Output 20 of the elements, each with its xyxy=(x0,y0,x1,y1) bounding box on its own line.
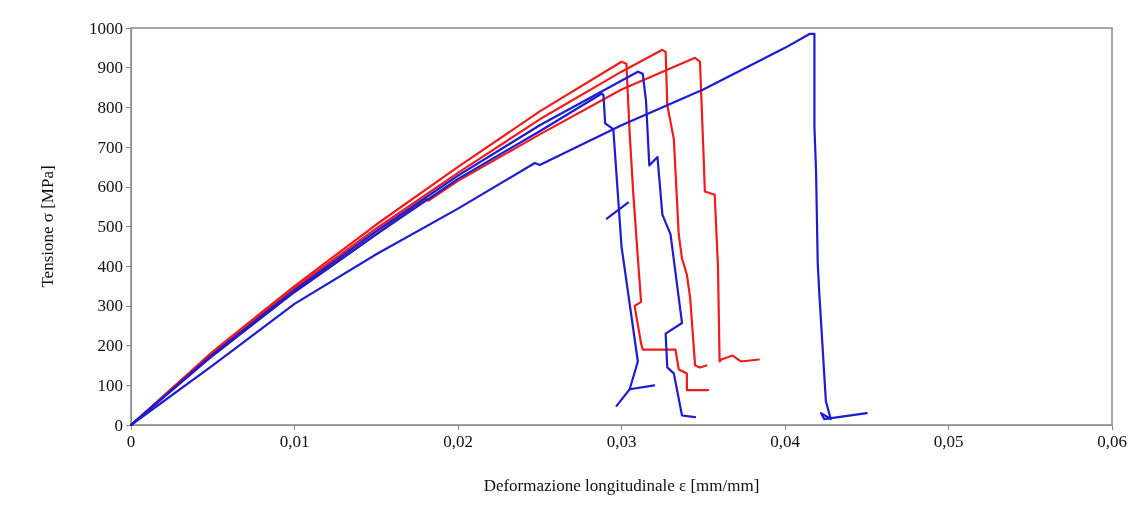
x-tick-label: 0,04 xyxy=(770,432,801,451)
y-tick-label: 800 xyxy=(97,97,123,117)
y-tick-label: 700 xyxy=(97,137,123,157)
x-axis-title: Deformazione longitudinale ε [mm/mm] xyxy=(483,476,760,495)
y-tick-label: 600 xyxy=(97,177,123,197)
y-tick-label: 500 xyxy=(97,217,123,236)
x-tick-label: 0,02 xyxy=(443,432,473,451)
x-tick-label: 0,01 xyxy=(279,432,310,451)
x-tick-label: 0 xyxy=(126,432,136,451)
y-tick-label: 1000 xyxy=(89,18,123,38)
y-tick-label: 0 xyxy=(114,415,123,435)
y-tick-label: 300 xyxy=(97,296,123,316)
y-tick-label: 100 xyxy=(97,375,123,395)
x-tick-label: 0,05 xyxy=(933,432,964,451)
y-tick-label: 400 xyxy=(97,256,123,276)
y-tick-label: 900 xyxy=(97,58,123,78)
y-axis-title: Tensione σ [MPa] xyxy=(38,165,57,288)
x-tick-label: 0,03 xyxy=(606,432,637,451)
x-tick-label: 0,06 xyxy=(1097,432,1127,451)
y-tick-label: 200 xyxy=(97,336,123,356)
